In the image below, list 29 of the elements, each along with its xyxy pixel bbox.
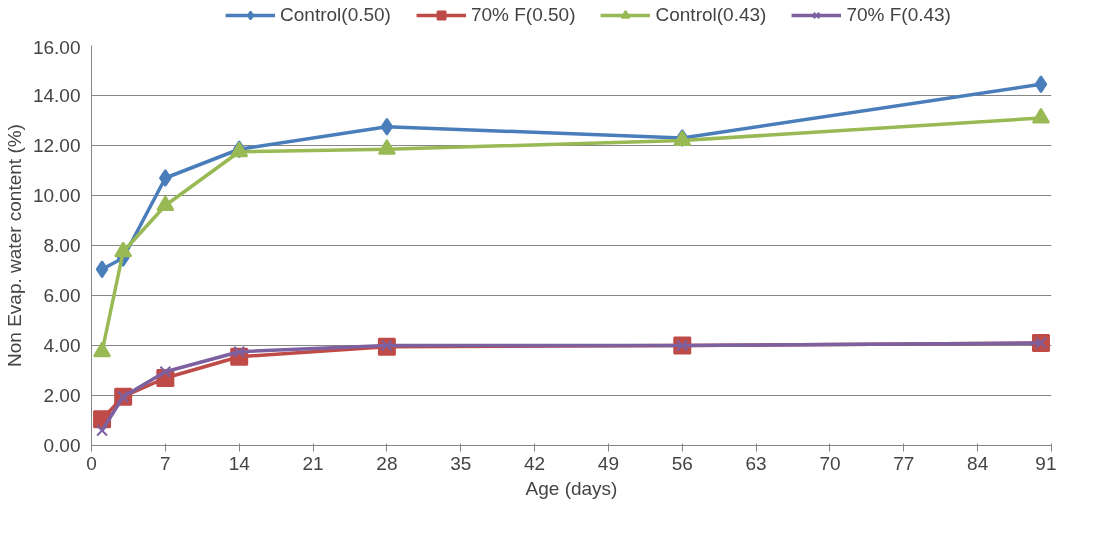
x-tick-label: 14 <box>228 452 251 474</box>
x-tick-label: 49 <box>597 452 619 474</box>
y-tick-label: 16.00 <box>32 36 81 58</box>
legend-label: Control(0.50) <box>280 4 391 26</box>
x-tick-label: 77 <box>893 452 915 474</box>
y-tick-label: 6.00 <box>43 285 81 306</box>
x-axis-title: Age (days) <box>525 477 618 499</box>
y-tick-label: 12.00 <box>32 135 81 156</box>
x-tick-label: 0 <box>86 452 97 474</box>
legend-label: 70% F(0.43) <box>846 4 951 26</box>
x-tick-label: 21 <box>302 452 324 474</box>
x-tick-label: 91 <box>1035 452 1057 474</box>
x-tick-label: 84 <box>967 452 989 474</box>
x-tick-label: 56 <box>671 452 693 474</box>
legend-label: Control(0.43) <box>655 4 767 26</box>
y-tick-label: 0.00 <box>43 435 81 456</box>
y-tick-label: 14.00 <box>32 85 81 106</box>
x-tick-label: 63 <box>745 452 767 474</box>
x-tick-label: 70 <box>819 452 841 474</box>
legend-label: 70% F(0.50) <box>470 4 576 26</box>
y-tick-label: 10.00 <box>32 185 81 206</box>
x-tick-label: 35 <box>450 452 472 474</box>
y-tick-label: 4.00 <box>43 335 81 356</box>
x-tick-label: 42 <box>524 452 546 474</box>
y-axis-title: Non Evap. water content (%) <box>3 124 25 367</box>
y-tick-label: 2.00 <box>43 385 81 406</box>
y-tick-label: 8.00 <box>43 235 81 256</box>
x-tick-label: 28 <box>376 452 398 474</box>
x-tick-label: 7 <box>160 452 171 474</box>
